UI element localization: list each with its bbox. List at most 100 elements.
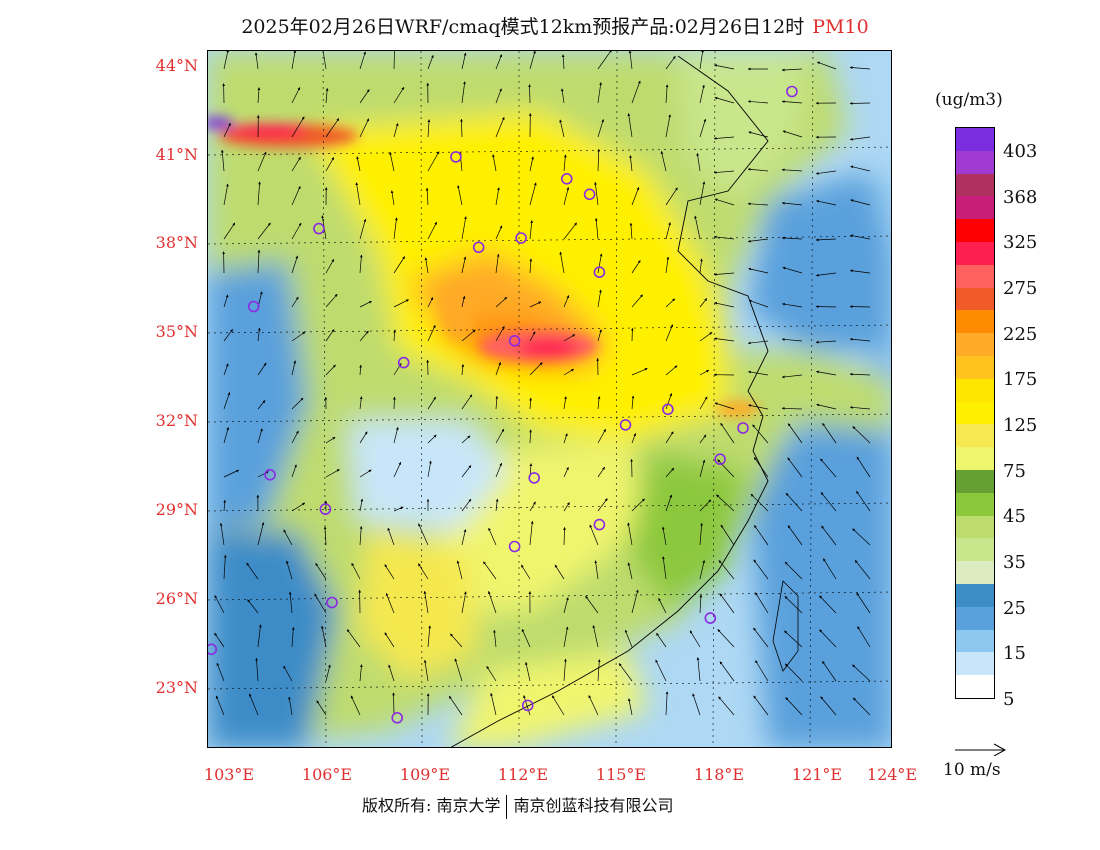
wind-arrow xyxy=(454,658,463,682)
wind-arrow xyxy=(665,365,678,376)
wind-arrow xyxy=(424,257,429,274)
wind-arrow xyxy=(585,595,599,614)
wind-arrow xyxy=(665,256,670,274)
wind-arrow xyxy=(597,253,603,274)
colorbar xyxy=(955,127,995,699)
colorbar-segment xyxy=(956,287,994,311)
wind-arrow xyxy=(486,665,497,682)
wind-arrow xyxy=(815,340,837,344)
wind-arrow xyxy=(820,492,837,512)
wind-arrow xyxy=(713,235,735,240)
colorbar-segment xyxy=(956,264,994,288)
station-marker xyxy=(714,453,726,466)
wind-arrow xyxy=(427,625,432,648)
wind-arrow xyxy=(627,562,633,580)
wind-arrow xyxy=(822,422,837,444)
wind-arrow xyxy=(257,471,269,478)
wind-arrow xyxy=(495,187,500,206)
wind-arrow xyxy=(748,131,769,138)
wind-arrow xyxy=(815,238,837,242)
wind-arrow xyxy=(393,256,405,274)
wind-arrow xyxy=(219,522,225,546)
wind-arrow xyxy=(389,151,395,172)
wind-arrow xyxy=(223,183,229,206)
wind-arrow xyxy=(495,362,501,376)
wind-arrow xyxy=(717,459,735,478)
wind-arrow xyxy=(291,464,297,478)
copyright-text: 版权所有: 南京大学 xyxy=(362,796,501,815)
wind-arrow xyxy=(255,657,259,682)
colorbar-segment xyxy=(956,675,994,698)
lat-label: 23°N xyxy=(155,678,198,697)
wind-arrow xyxy=(529,258,533,274)
wind-arrow xyxy=(631,80,641,104)
wind-arrow xyxy=(665,84,669,104)
wind-arrow xyxy=(257,624,262,648)
wind-arrow xyxy=(483,561,497,580)
station-marker xyxy=(662,403,674,416)
wind-arrow xyxy=(257,249,261,274)
wind-arrow xyxy=(850,165,871,172)
wind-arrow xyxy=(563,502,570,512)
station-marker xyxy=(313,222,325,235)
wind-arrow xyxy=(816,61,837,70)
wind-arrow xyxy=(787,423,803,444)
wind-arrow xyxy=(849,337,871,342)
wind-arrow xyxy=(849,66,871,70)
wind-arrow xyxy=(718,696,735,716)
wind-arrow xyxy=(753,627,769,648)
wind-arrow xyxy=(699,84,705,104)
wind-arrow xyxy=(563,154,567,172)
wind-arrow xyxy=(563,396,567,410)
wind-arrow xyxy=(857,626,871,648)
wind-arrow xyxy=(257,522,265,546)
wind-arrow xyxy=(393,426,399,444)
pm10-map[interactable] xyxy=(207,50,892,748)
wind-arrow xyxy=(215,695,225,716)
wind-arrow xyxy=(461,52,467,70)
wind-arrow xyxy=(692,693,701,716)
wind-scale-arrow xyxy=(955,743,1007,756)
wind-arrow xyxy=(631,433,637,444)
wind-arrow xyxy=(850,234,871,240)
wind-arrow xyxy=(529,362,543,376)
colorbar-tick: 175 xyxy=(1003,369,1038,390)
station-marker xyxy=(583,188,596,201)
colorbar-tick: 125 xyxy=(1003,415,1038,436)
wind-arrow xyxy=(628,51,633,70)
wind-arrow xyxy=(624,629,633,648)
wind-arrow xyxy=(291,502,306,512)
station-marker xyxy=(704,612,717,624)
wind-arrow xyxy=(560,88,565,104)
wind-arrow xyxy=(529,501,536,512)
wind-arrow xyxy=(495,462,502,478)
wind-arrow xyxy=(849,102,871,105)
wind-arrow xyxy=(815,170,837,175)
wind-arrow xyxy=(815,305,837,308)
wind-arrow xyxy=(223,51,229,70)
colorbar-tick: 325 xyxy=(1003,232,1038,253)
colorbar-segment xyxy=(956,401,994,425)
wind-arrow xyxy=(563,466,569,478)
wind-arrow xyxy=(784,630,803,648)
wind-arrow xyxy=(665,494,673,512)
wind-arrow xyxy=(631,294,643,308)
wind-arrow xyxy=(856,592,871,614)
coastline xyxy=(450,55,769,747)
station-marker xyxy=(560,173,573,185)
wind-arrow xyxy=(699,369,710,376)
wind-arrow xyxy=(781,201,803,206)
pollution-hotspots xyxy=(208,117,760,417)
wind-arrow xyxy=(856,490,871,512)
wind-arrow xyxy=(699,560,706,580)
colorbar-tick: 15 xyxy=(1003,643,1026,664)
colorbar-tick: 225 xyxy=(1003,324,1038,345)
wind-arrow xyxy=(393,299,409,308)
wind-arrow xyxy=(597,51,612,70)
copyright-footer: 版权所有: 南京大学 南京创蓝科技有限公司 xyxy=(362,792,674,819)
wind-arrow xyxy=(696,657,701,682)
wind-arrow xyxy=(699,396,708,410)
station-marker xyxy=(593,266,606,278)
wind-arrow xyxy=(223,392,231,410)
station-marker xyxy=(508,334,521,347)
